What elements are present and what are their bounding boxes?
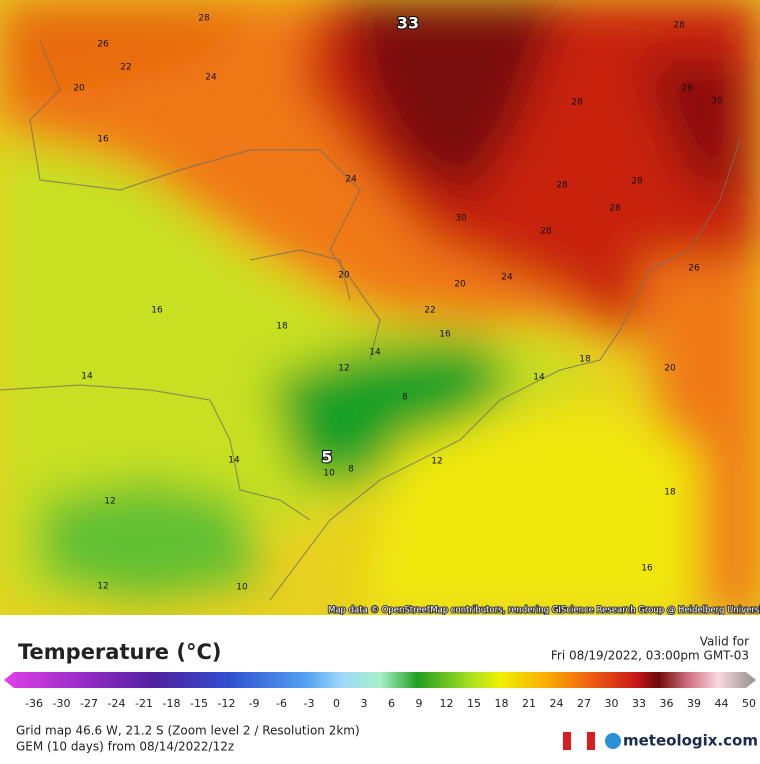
legend-tick-label: 27 bbox=[577, 697, 591, 710]
contour-label: 22 bbox=[424, 306, 435, 316]
legend-tick-label: -30 bbox=[53, 697, 71, 710]
brand: meteologix.com bbox=[623, 732, 758, 750]
legend-tick-label: 15 bbox=[467, 697, 481, 710]
legend-tick-label: 39 bbox=[687, 697, 701, 710]
legend-tick-label: 0 bbox=[333, 697, 340, 710]
legend-tick-label: -24 bbox=[108, 697, 126, 710]
contour-label: 10 bbox=[323, 469, 335, 479]
contour-label: 14 bbox=[533, 373, 545, 383]
legend-tick-label: -21 bbox=[135, 697, 153, 710]
contour-label: 10 bbox=[236, 583, 248, 593]
contour-label: 28 bbox=[571, 98, 583, 108]
grid-info: Grid map 46.6 W, 21.2 S (Zoom level 2 / … bbox=[16, 724, 360, 738]
legend-tick-label: -27 bbox=[80, 697, 98, 710]
contour-label: 26 bbox=[688, 264, 700, 274]
contour-label: 28 bbox=[609, 204, 621, 214]
contour-label: 12 bbox=[104, 497, 115, 507]
legend-tick-label: -15 bbox=[190, 697, 208, 710]
contour-label: 20 bbox=[664, 364, 676, 374]
legend-tick-label: 9 bbox=[416, 697, 423, 710]
contour-label: 20 bbox=[338, 271, 350, 281]
contour-label: 16 bbox=[439, 330, 451, 340]
contour-label: 24 bbox=[501, 273, 513, 283]
legend-tick-label: 21 bbox=[522, 697, 536, 710]
title: Temperature (°C) bbox=[18, 640, 221, 664]
legend-tick-label: 18 bbox=[495, 697, 509, 710]
contour-label: 20 bbox=[73, 84, 85, 94]
legend-tick-label: 12 bbox=[440, 697, 454, 710]
model-info: GEM (10 days) from 08/14/2022/12z bbox=[16, 740, 234, 754]
legend-tick-label: 33 bbox=[632, 697, 646, 710]
contour-label: 28 bbox=[540, 227, 552, 237]
contour-label: 28 bbox=[198, 14, 210, 24]
contour-label: 18 bbox=[664, 488, 676, 498]
legend-tick-label: -9 bbox=[249, 697, 260, 710]
contour-label: 30 bbox=[455, 214, 467, 224]
contour-label: 33 bbox=[397, 14, 419, 33]
legend-tick-label: 6 bbox=[388, 697, 395, 710]
legend-tick-label: -6 bbox=[276, 697, 287, 710]
legend-tick-label: -36 bbox=[25, 697, 43, 710]
contour-label: 18 bbox=[579, 355, 591, 365]
contour-label: 14 bbox=[369, 348, 381, 358]
legend-tick-label: -18 bbox=[163, 697, 181, 710]
contour-label: 5 bbox=[321, 448, 332, 467]
contour-label: 24 bbox=[345, 175, 357, 185]
contour-label: 28 bbox=[673, 21, 685, 31]
contour-label: 26 bbox=[97, 40, 109, 50]
contour-label: 30 bbox=[711, 97, 723, 107]
contour-label: 16 bbox=[151, 306, 163, 316]
legend-tick-label: -12 bbox=[218, 697, 236, 710]
contour-label: 18 bbox=[276, 322, 288, 332]
flag-center bbox=[571, 732, 587, 750]
contour-label: 16 bbox=[641, 564, 653, 574]
contour-label: 12 bbox=[338, 364, 349, 374]
contour-label: 28 bbox=[681, 84, 693, 94]
attribution: Map data © OpenStreetMap contributors, r… bbox=[328, 606, 760, 616]
contour-label: 28 bbox=[631, 177, 643, 187]
colorbar bbox=[4, 672, 756, 688]
contour-label: 14 bbox=[228, 456, 240, 466]
contour-label: 12 bbox=[431, 457, 442, 467]
contour-label: 16 bbox=[97, 135, 109, 145]
logo-icon bbox=[605, 733, 621, 749]
contour-label: 14 bbox=[81, 372, 93, 382]
contour-label: 12 bbox=[97, 582, 108, 592]
map: Map data © OpenStreetMap contributors, r… bbox=[0, 0, 760, 616]
valid-time: Fri 08/19/2022, 03:00pm GMT-03 bbox=[551, 649, 749, 663]
legend-tick-label: 30 bbox=[605, 697, 619, 710]
legend-tick-label: 24 bbox=[550, 697, 564, 710]
contour-label: 8 bbox=[348, 465, 354, 475]
contour-label: 22 bbox=[120, 63, 131, 73]
contour-label: 20 bbox=[454, 280, 466, 290]
legend-tick-label: 3 bbox=[361, 697, 368, 710]
legend-tick-label: 44 bbox=[715, 697, 729, 710]
valid-label: Valid for bbox=[700, 635, 749, 649]
legend-tick-label: -3 bbox=[304, 697, 315, 710]
contour-label: 24 bbox=[205, 73, 217, 83]
contour-label: 8 bbox=[402, 393, 408, 403]
legend-tick-label: 50 bbox=[742, 697, 756, 710]
legend-tick-label: 36 bbox=[660, 697, 674, 710]
contour-label: 28 bbox=[556, 181, 568, 191]
